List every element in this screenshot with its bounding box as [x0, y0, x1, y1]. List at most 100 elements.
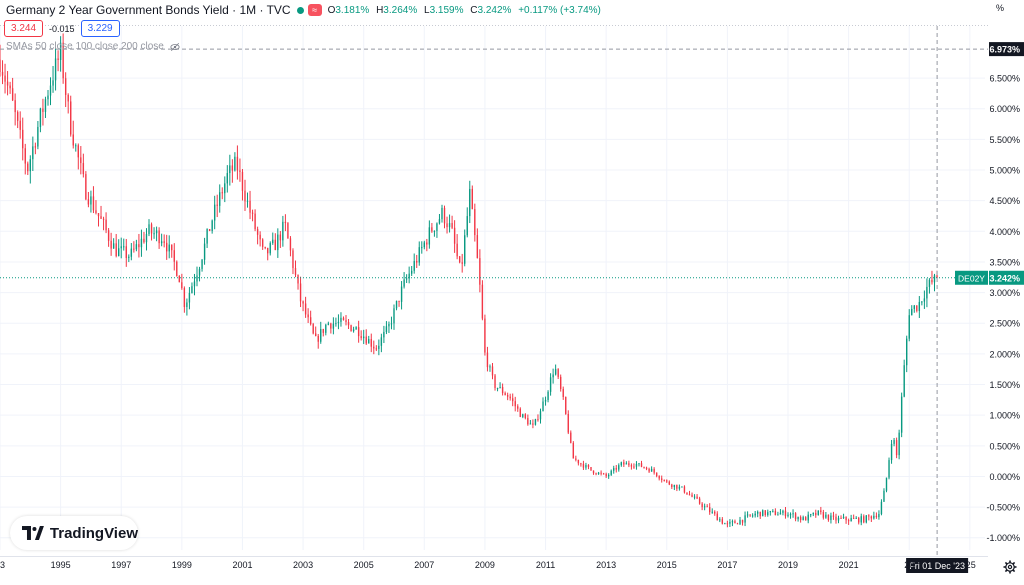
candle-down [97, 213, 100, 217]
candle-up [549, 377, 552, 392]
candle-down [443, 207, 446, 224]
candle-down [304, 303, 307, 315]
buy-price-button[interactable]: 3.229 [80, 20, 120, 37]
candle-up [441, 207, 443, 220]
candle-up [418, 247, 420, 263]
candle-up [155, 230, 158, 234]
ohlc-change-value: +0.117% (+3.74%) [518, 4, 601, 16]
x-tick-label: 1999 [172, 560, 192, 570]
candle-up [928, 279, 931, 287]
crosshair-y-tag [989, 42, 1024, 57]
candle-down [231, 165, 234, 171]
candle-down [572, 442, 575, 459]
y-tick-label: -0.500% [986, 503, 1020, 513]
candle-up [148, 224, 150, 235]
candle-up [739, 519, 741, 525]
candle-up [597, 472, 600, 475]
candle-down [163, 241, 165, 243]
candle-up [383, 331, 385, 338]
candle-up [272, 239, 274, 244]
candle-down [312, 324, 314, 334]
crosshair-x-tag [906, 558, 969, 573]
candle-down [80, 157, 82, 164]
candle-down [236, 156, 239, 171]
candle-up [320, 329, 322, 342]
candle-up [885, 477, 888, 491]
candle-down [95, 210, 97, 214]
symbol-tag [955, 270, 988, 285]
candle-up [327, 323, 330, 325]
candle-up [772, 510, 774, 512]
candle-down [208, 229, 211, 232]
candle-up [906, 338, 908, 366]
candle-up [54, 58, 57, 81]
axis-unit-label: % [996, 3, 1005, 13]
candle-up [269, 243, 271, 254]
candle-up [860, 516, 862, 523]
candle-down [456, 243, 458, 257]
candle-up [777, 514, 779, 516]
tradingview-logo[interactable]: TradingView [10, 516, 138, 550]
candle-down [173, 250, 175, 262]
candle-up [499, 387, 501, 389]
candle-down [267, 247, 269, 254]
candle-up [893, 440, 895, 444]
candle-up [438, 219, 441, 224]
candle-up [39, 108, 42, 127]
candle-down [244, 190, 246, 202]
candle-up [368, 339, 370, 344]
candle-down [416, 261, 418, 263]
symbol-tag-label: DE02Y [958, 273, 985, 283]
overlays: DE02Y 3.242% 6.973% Fri 01 Dec '23 [0, 26, 1024, 573]
candle-down [668, 481, 670, 485]
candle-down [274, 239, 276, 251]
candle-down [251, 212, 254, 214]
candle-down [643, 466, 645, 468]
candle-down [666, 480, 668, 482]
candle-up [693, 496, 696, 498]
candle-down [315, 333, 317, 336]
candle-down [143, 238, 145, 243]
candle-up [395, 300, 398, 309]
candle-down [852, 518, 855, 520]
candle-down [799, 517, 802, 520]
candle-down [42, 108, 44, 112]
candle-up [229, 165, 231, 174]
candle-down [279, 234, 282, 241]
candle-down [504, 393, 506, 396]
candle-down [532, 423, 534, 425]
candle-up [585, 465, 587, 468]
candle-down [125, 246, 127, 258]
candle-down [294, 268, 297, 275]
candle-down [426, 242, 428, 245]
candle-up [926, 286, 928, 299]
candle-up [130, 248, 133, 257]
candle-up [436, 223, 438, 231]
candle-up [206, 229, 208, 244]
candle-up [201, 259, 203, 269]
candle-down [858, 517, 860, 523]
candle-down [565, 396, 567, 414]
candle-down [822, 512, 825, 518]
compare-badge-icon[interactable]: ≈ [307, 4, 322, 16]
candle-up [433, 230, 436, 232]
candle-up [724, 523, 726, 525]
gear-icon[interactable] [1003, 560, 1017, 574]
sma-legend[interactable]: SMAs 50 close 100 close 200 close [6, 41, 180, 52]
candle-down [92, 196, 95, 211]
candle-up [787, 514, 789, 517]
candle-up [120, 246, 122, 249]
candle-up [681, 486, 683, 488]
y-tick-label: 5.500% [989, 135, 1020, 145]
candle-up [335, 323, 337, 325]
eye-off-icon[interactable] [170, 42, 180, 52]
candle-down [691, 494, 693, 497]
candle-up [340, 317, 342, 322]
candle-down [863, 516, 865, 523]
y-tick-label: 3.500% [989, 257, 1020, 267]
candle-down [360, 336, 362, 339]
sell-price-button[interactable]: 3.244 [4, 20, 44, 37]
candle-up [825, 514, 827, 518]
